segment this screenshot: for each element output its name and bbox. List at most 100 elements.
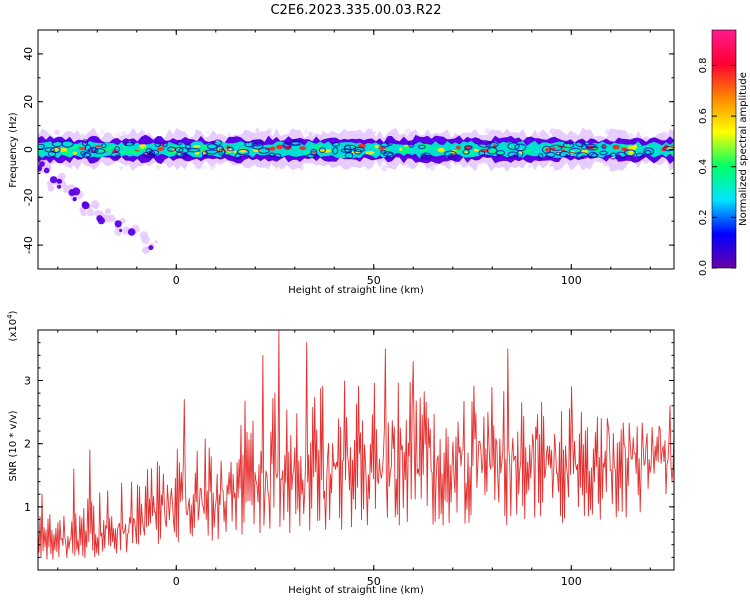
halo-blob [404, 128, 411, 135]
core-blob [365, 150, 375, 155]
band-contour [586, 146, 599, 151]
branch-halo [90, 200, 100, 209]
spectrogram-plot [33, 127, 674, 255]
band-contour [243, 141, 256, 148]
core-blob [545, 148, 550, 152]
core-blob [72, 151, 78, 155]
band-contour [234, 152, 242, 160]
snr-frame [37, 329, 675, 571]
band-contour [220, 148, 226, 155]
band-contour [386, 152, 395, 161]
band-contour [47, 150, 57, 158]
branch-blob [127, 228, 136, 236]
halo-blob [206, 131, 209, 134]
band-contour [123, 141, 135, 147]
halo-blob [193, 166, 196, 169]
band-contour [50, 146, 61, 154]
band-contour [386, 140, 393, 147]
snr-multiplier: (x104) [6, 310, 19, 341]
core-blob [299, 146, 307, 151]
band-contour [93, 148, 106, 155]
spectrogram-ylabel: Frequency (Hz) [8, 112, 19, 188]
halo-blob [381, 165, 388, 172]
band-contour [236, 148, 250, 156]
branch-blob [82, 201, 89, 208]
core-blob [97, 148, 105, 153]
band-contour [310, 148, 318, 157]
colorbar-tick-label: 0.0 [698, 260, 709, 276]
colorbar-ticks: 0.0 0.2 0.4 0.6 0.8 [698, 57, 736, 276]
branch-halo [154, 240, 158, 244]
band-contour [420, 152, 432, 160]
y-tick-label: 2 [24, 438, 31, 451]
band-contour [545, 151, 556, 158]
branch-halo [141, 235, 150, 245]
band-contour [417, 144, 426, 150]
halo-blob [303, 129, 308, 134]
main-band [38, 127, 674, 172]
branch-blob [114, 220, 122, 228]
core-blob [612, 146, 620, 150]
band-contour [178, 147, 189, 155]
band-contour [268, 152, 276, 158]
spectrogram-xlabel: Height of straight line (km) [288, 285, 424, 296]
core-blob [95, 145, 102, 148]
band-contour [87, 147, 99, 154]
core-blob [192, 145, 201, 148]
band-contour [507, 142, 520, 151]
core-blob [135, 148, 145, 151]
colorbar-tick-label: 0.6 [698, 108, 709, 124]
band-contour [353, 148, 362, 155]
branch-blob [43, 167, 50, 174]
colorbar: 0.0 0.2 0.4 0.6 0.8 Normalized spectral ampl… [698, 29, 749, 276]
band-contour [176, 140, 182, 146]
snr-panel: 0 50 100 1 2 3 Height of straight line (km) S… [6, 310, 675, 596]
halo-blob [54, 129, 60, 136]
halo-blob [115, 132, 121, 138]
core-blob [669, 150, 674, 154]
band-contour [205, 149, 219, 155]
branch-halo [33, 163, 37, 167]
band-contour [477, 140, 492, 149]
x-tick-label: 50 [367, 274, 381, 287]
band-contour [486, 146, 498, 155]
y-tick-label: 3 [24, 375, 31, 388]
band-contour [291, 140, 303, 146]
band-contour [331, 141, 340, 147]
y-tick-label: 1 [24, 501, 31, 514]
core-blob [473, 149, 479, 152]
x-tick-label: 0 [173, 274, 180, 287]
band-contour [635, 152, 645, 158]
core-blob [60, 151, 70, 155]
branch-halo [86, 208, 95, 217]
band-contour [154, 141, 162, 148]
band-contour [643, 147, 655, 156]
spectrogram-panel: 0 50 100 -40 -20 0 20 40 Height of straight lin… [8, 29, 675, 296]
band-contour [213, 139, 223, 147]
band-contour [601, 144, 607, 150]
figure-title: C2E6.2023.335.00.03.R22 [270, 3, 441, 18]
band-contour [516, 149, 524, 158]
halo-blob [80, 133, 85, 138]
core-blob [78, 146, 86, 150]
x-tick-label: 50 [367, 575, 381, 588]
band-contour [444, 150, 457, 158]
descending-branch [33, 159, 158, 255]
core-blob [139, 144, 147, 149]
branch-halo [104, 208, 111, 215]
y-tick-label: -20 [22, 188, 35, 206]
band-contour [206, 143, 218, 150]
halo-blob [202, 166, 206, 170]
core-blob [313, 144, 322, 149]
snr-ticks: 0 50 100 1 2 3 [24, 330, 674, 588]
branch-blob [148, 245, 154, 251]
band-contour [580, 143, 588, 150]
band-contour [44, 146, 55, 153]
band-contour [609, 152, 618, 160]
spectrogram-ticks: 0 50 100 -40 -20 0 20 40 [22, 29, 674, 287]
band-contour [81, 152, 92, 159]
core-blob [269, 146, 276, 151]
y-tick-label: -40 [22, 236, 35, 254]
band-contour [555, 151, 562, 156]
band-contour [663, 146, 674, 152]
